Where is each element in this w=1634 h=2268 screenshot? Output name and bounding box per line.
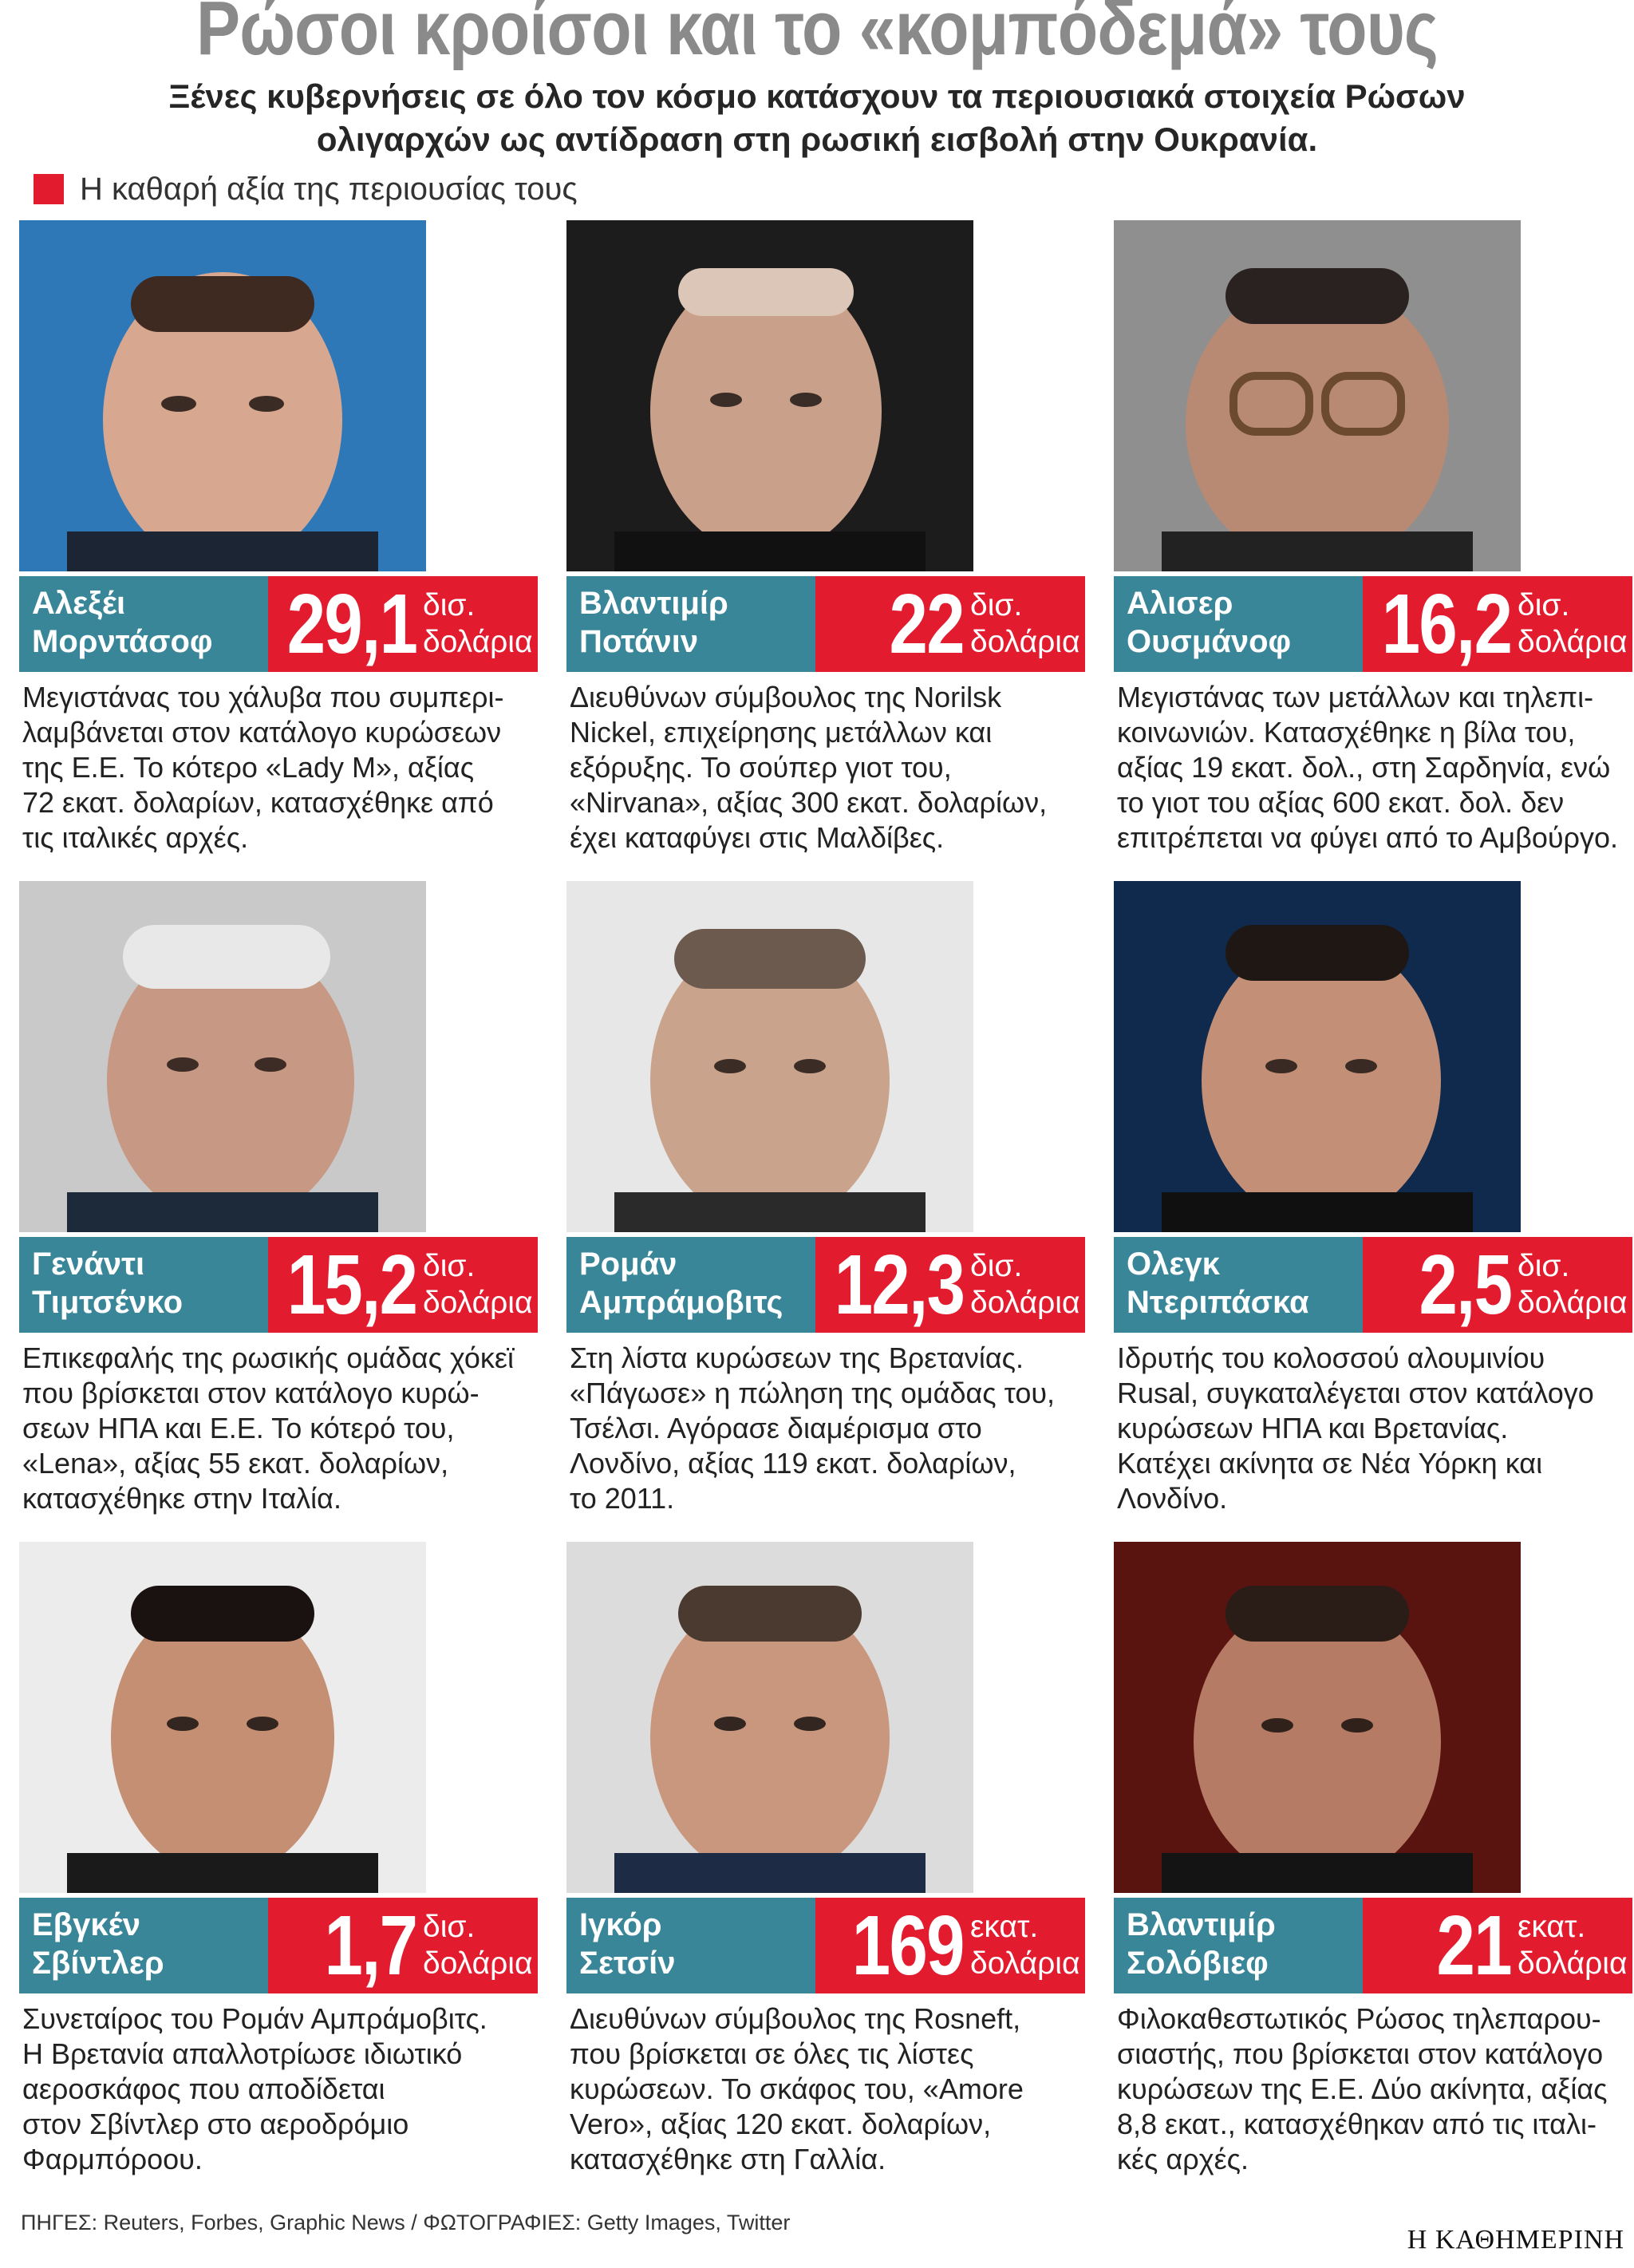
net-worth-unit: δισ. δολάρια xyxy=(1518,588,1628,659)
name-bar: Εβγκέν Σβίντλερ 1,7 δισ. δολάρια xyxy=(19,1898,538,1993)
person-description: Επικεφαλής της ρωσικής ομάδας χόκεϊ που … xyxy=(22,1341,514,1515)
page-title: Ρώσοι κροίσοι και το «κομπόδεμά» τους xyxy=(195,0,1439,71)
name-bar: Βλαντιμίρ Σολόβιεφ 21 εκατ. δολάρια xyxy=(1114,1898,1632,1993)
net-worth-unit: δισ. δολάρια xyxy=(423,1910,533,1981)
person-description: Μεγιστάνας του χάλυβα που συμπερι- λαμβά… xyxy=(22,681,504,854)
person-name: Ιγκόρ Σετσίν xyxy=(579,1907,676,1981)
person-name: Ρομάν Αμπράμοβιτς xyxy=(579,1247,783,1320)
name-bar: Αλεξέι Μορντάσοφ 29,1 δισ. δολάρια xyxy=(19,576,538,672)
portrait-photo xyxy=(1114,220,1521,571)
net-worth-value: 12,3 xyxy=(834,1238,965,1332)
net-worth-box: 21 εκατ. δολάρια xyxy=(1363,1898,1632,1993)
net-worth-unit: δισ. δολάρια xyxy=(423,1249,533,1320)
net-worth-box: 169 εκατ. δολάρια xyxy=(815,1898,1085,1993)
name-bar: Ολεγκ Ντεριπάσκα 2,5 δισ. δολάρια xyxy=(1114,1237,1632,1333)
name-bar: Ιγκόρ Σετσίν 169 εκατ. δολάρια xyxy=(566,1898,1085,1993)
person-description: Φιλοκαθεστωτικός Ρώσος τηλεπαρου- σιαστή… xyxy=(1117,2002,1608,2175)
person-description: Διευθύνων σύμβουλος της Rosneft, που βρί… xyxy=(570,2002,1024,2175)
name-bar: Αλισερ Ουσμάνοφ 16,2 δισ. δολάρια xyxy=(1114,576,1632,672)
portrait-photo xyxy=(566,1542,973,1893)
legend-swatch xyxy=(34,174,64,204)
net-worth-box: 15,2 δισ. δολάρια xyxy=(268,1237,538,1333)
net-worth-unit: δισ. δολάρια xyxy=(970,588,1080,659)
net-worth-value: 169 xyxy=(851,1899,965,1993)
net-worth-value: 16,2 xyxy=(1381,577,1512,671)
net-worth-value: 29,1 xyxy=(286,577,417,671)
net-worth-box: 12,3 δισ. δολάρια xyxy=(815,1237,1085,1333)
portrait-photo xyxy=(566,881,973,1232)
portrait-photo xyxy=(1114,1542,1521,1893)
net-worth-unit: εκατ. δολάρια xyxy=(1518,1910,1628,1981)
name-bar: Γενάντι Τιμτσένκο 15,2 δισ. δολάρια xyxy=(19,1237,538,1333)
person-name: Ολεγκ Ντεριπάσκα xyxy=(1127,1247,1309,1320)
person-description: Διευθύνων σύμβουλος της Norilsk Nickel, … xyxy=(570,681,1048,854)
legend: Η καθαρή αξία της περιουσίας τους xyxy=(34,169,578,209)
person-description: Συνεταίρος του Ρομάν Αμπράμοβιτς. Η Βρετ… xyxy=(22,2002,487,2175)
net-worth-box: 16,2 δισ. δολάρια xyxy=(1363,576,1632,672)
name-bar: Βλαντιμίρ Ποτάνιν 22 δισ. δολάρια xyxy=(566,576,1085,672)
net-worth-value: 15,2 xyxy=(286,1238,417,1332)
person-description: Μεγιστάνας των μετάλλων και τηλεπι- κοιν… xyxy=(1117,681,1619,854)
person-name: Εβγκέν Σβίντλερ xyxy=(32,1907,164,1981)
net-worth-value: 1,7 xyxy=(324,1899,418,1993)
person-name: Αλισερ Ουσμάνοφ xyxy=(1127,586,1292,659)
net-worth-unit: εκατ. δολάρια xyxy=(970,1910,1080,1981)
portrait-photo xyxy=(566,220,973,571)
page-subtitle: Ξένες κυβερνήσεις σε όλο τον κόσμο κατάσ… xyxy=(168,77,1466,158)
portrait-photo xyxy=(19,881,426,1232)
person-name: Βλαντιμίρ Ποτάνιν xyxy=(579,586,728,659)
portrait-photo xyxy=(19,220,426,571)
publisher-logo: Η ΚΑΘΗΜΕΡΙΝΗ xyxy=(1407,2225,1624,2254)
person-name: Γενάντι Τιμτσένκο xyxy=(32,1247,184,1320)
person-description: Ιδρυτής του κολοσσού αλουμινίου Rusal, σ… xyxy=(1117,1341,1594,1515)
net-worth-unit: δισ. δολάρια xyxy=(423,588,533,659)
net-worth-value: 2,5 xyxy=(1419,1238,1513,1332)
net-worth-value: 21 xyxy=(1436,1899,1513,1993)
net-worth-box: 2,5 δισ. δολάρια xyxy=(1363,1237,1632,1333)
net-worth-unit: δισ. δολάρια xyxy=(970,1249,1080,1320)
net-worth-box: 29,1 δισ. δολάρια xyxy=(268,576,538,672)
legend-label: Η καθαρή αξία της περιουσίας τους xyxy=(80,171,578,207)
sources-credit: ΠΗΓΕΣ: Reuters, Forbes, Graphic News / Φ… xyxy=(21,2211,791,2234)
net-worth-value: 22 xyxy=(889,577,965,671)
portrait-photo xyxy=(1114,881,1521,1232)
person-name: Βλαντιμίρ Σολόβιεφ xyxy=(1127,1907,1276,1981)
net-worth-unit: δισ. δολάρια xyxy=(1518,1249,1628,1320)
person-description: Στη λίστα κυρώσεων της Βρετανίας. «Πάγωσ… xyxy=(570,1341,1056,1515)
net-worth-box: 1,7 δισ. δολάρια xyxy=(268,1898,538,1993)
name-bar: Ρομάν Αμπράμοβιτς 12,3 δισ. δολάρια xyxy=(566,1237,1085,1333)
person-name: Αλεξέι Μορντάσοφ xyxy=(32,586,213,659)
portrait-photo xyxy=(19,1542,426,1893)
net-worth-box: 22 δισ. δολάρια xyxy=(815,576,1085,672)
